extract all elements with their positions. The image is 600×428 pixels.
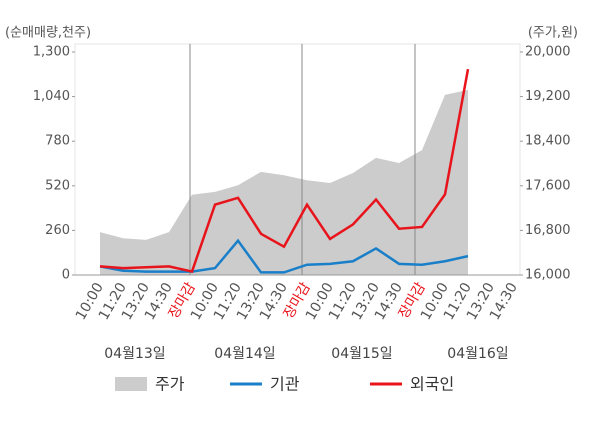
series-line — [99, 68, 470, 274]
y2-axis-label: (주가,원) — [528, 26, 578, 41]
y-tick-label: 780 — [45, 134, 70, 149]
legend-label: 주가 — [155, 375, 185, 394]
y-tick-label: 520 — [45, 178, 70, 193]
y-tick-label: 1,300 — [33, 45, 70, 60]
date-label: 04월13일 — [104, 346, 165, 362]
y2-tick-label: 19,200 — [525, 89, 571, 104]
y2-tick-label: 16,800 — [525, 223, 571, 238]
price-area — [100, 89, 468, 275]
y2-tick-label: 16,000 — [525, 268, 571, 283]
legend-label: 기관 — [270, 375, 300, 394]
date-label: 04월15일 — [331, 346, 392, 362]
legend-swatch — [115, 377, 147, 391]
date-label: 04월14일 — [214, 346, 275, 362]
y-tick-label: 0 — [62, 268, 70, 283]
y-tick-label: 1,040 — [33, 89, 70, 104]
y2-tick-label: 20,000 — [525, 45, 571, 60]
series-line — [99, 238, 469, 274]
date-label: 04월16일 — [447, 346, 508, 362]
y2-tick-label: 18,400 — [525, 134, 571, 149]
y2-tick-label: 17,600 — [525, 178, 571, 193]
y-axis-label: (순매매량,천주) — [5, 26, 91, 41]
y-tick-label: 260 — [45, 223, 70, 238]
legend-label: 외국인 — [410, 375, 454, 394]
